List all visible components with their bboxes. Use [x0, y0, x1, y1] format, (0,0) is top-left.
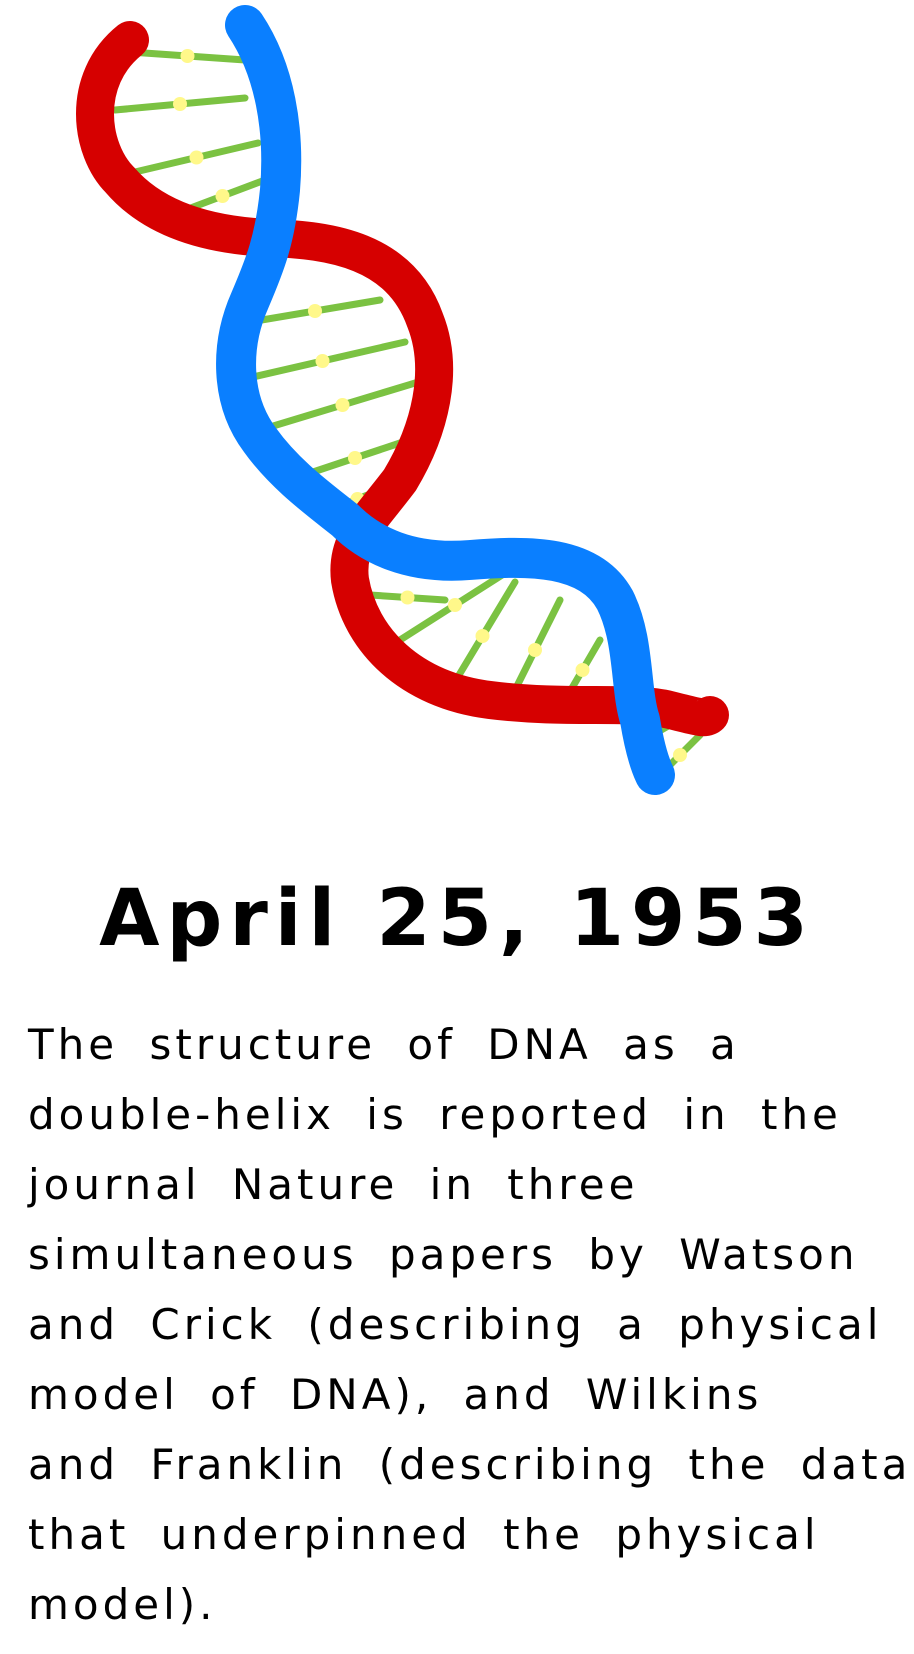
- base-pair-dot: [673, 748, 687, 762]
- description-line: model).: [28, 1570, 898, 1640]
- description-line: journal Nature in three: [28, 1150, 898, 1220]
- date-heading: April 25, 1953: [0, 880, 914, 958]
- description-line: The structure of DNA as a: [28, 1010, 898, 1080]
- base-pair-dot: [181, 49, 195, 63]
- base-pair-dot: [476, 629, 490, 643]
- base-pair-dot: [173, 97, 187, 111]
- description-line: double-helix is reported in the: [28, 1080, 898, 1150]
- dna-helix-svg: [70, 0, 770, 840]
- base-pair-dot: [308, 304, 322, 318]
- base-pair-dot: [348, 451, 362, 465]
- description-line: and Crick (describing a physical: [28, 1290, 898, 1360]
- base-pair-dot: [528, 643, 542, 657]
- description-paragraph: The structure of DNA as a double-helix i…: [28, 1010, 898, 1640]
- base-pair-dot: [576, 663, 590, 677]
- base-pair-dot: [216, 189, 230, 203]
- description-line: that underpinned the physical: [28, 1500, 898, 1570]
- base-pair-dot: [190, 151, 204, 165]
- base-pair-dot: [316, 354, 330, 368]
- dna-helix-illustration: [70, 0, 770, 840]
- description-line: simultaneous papers by Watson: [28, 1220, 898, 1290]
- description-line: and Franklin (describing the data: [28, 1430, 898, 1500]
- base-pair-dot: [336, 398, 350, 412]
- description-line: model of DNA), and Wilkins: [28, 1360, 898, 1430]
- base-pair-dot: [448, 598, 462, 612]
- base-pair-dot: [401, 591, 415, 605]
